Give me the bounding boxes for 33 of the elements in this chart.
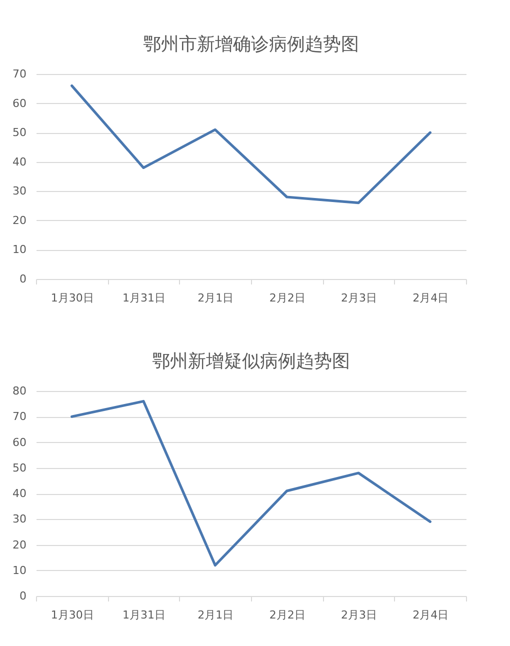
- x-tick-label: 2月2日: [269, 608, 306, 622]
- y-tick-label: 20: [12, 214, 26, 227]
- y-tick-label: 60: [12, 436, 26, 449]
- x-tick-label: 2月3日: [341, 292, 377, 304]
- y-tick-label: 40: [12, 487, 26, 500]
- x-tick-label: 2月1日: [198, 292, 234, 304]
- x-tick-label: 2月4日: [412, 292, 449, 304]
- x-tick-label: 2月2日: [269, 292, 306, 304]
- y-tick-label: 10: [12, 243, 26, 256]
- y-tick-label: 30: [12, 512, 26, 526]
- x-tick-label: 1月31日: [122, 292, 166, 304]
- y-tick-label: 70: [12, 68, 26, 80]
- y-tick-label: 80: [12, 384, 26, 398]
- line-series: [70, 400, 432, 567]
- x-tick-label: 1月31日: [122, 608, 166, 622]
- x-tick-label: 1月30日: [50, 608, 94, 622]
- y-tick-label: 30: [12, 184, 26, 198]
- x-tick-label: 1月30日: [50, 292, 94, 304]
- y-tick-label: 60: [12, 96, 26, 110]
- y-tick-label: 50: [12, 126, 26, 140]
- chart-title: 鄂州市新增确诊病例趋势图: [143, 34, 359, 55]
- x-tick-label: 2月4日: [412, 608, 449, 622]
- y-tick-label: 20: [12, 538, 26, 552]
- x-tick-label: 2月1日: [198, 608, 234, 622]
- x-tick-label: 2月3日: [341, 608, 377, 622]
- y-tick-label: 0: [20, 272, 26, 286]
- chart-title: 鄂州新增疑似病例趋势图: [152, 351, 350, 372]
- y-tick-label: 40: [12, 155, 26, 168]
- y-tick-label: 0: [20, 590, 26, 602]
- y-tick-label: 70: [12, 410, 26, 424]
- y-tick-label: 50: [12, 461, 26, 474]
- y-tick-label: 10: [12, 564, 26, 577]
- line-series: [70, 84, 432, 204]
